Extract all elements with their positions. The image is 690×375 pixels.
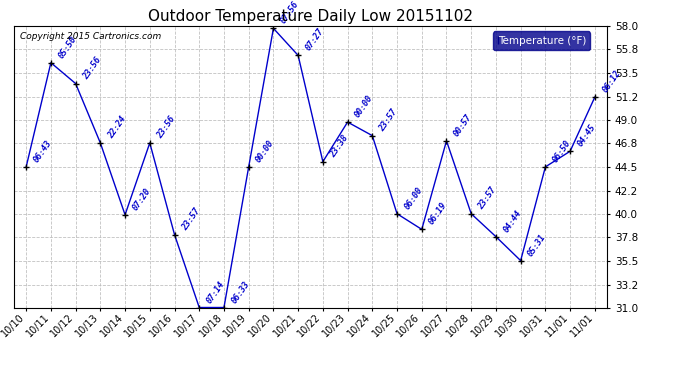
Text: 23:57: 23:57 [477,185,498,211]
Text: 04:44: 04:44 [502,208,523,234]
Text: 23:57: 23:57 [180,206,201,232]
Text: 22:24: 22:24 [106,114,128,140]
Text: 23:56: 23:56 [81,55,103,81]
Text: 00:00: 00:00 [353,94,375,119]
Text: 23:56: 23:56 [155,114,177,140]
Text: 04:45: 04:45 [575,123,598,148]
Text: 06:33: 06:33 [230,279,251,305]
Text: 06:19: 06:19 [427,201,449,226]
Title: Outdoor Temperature Daily Low 20151102: Outdoor Temperature Daily Low 20151102 [148,9,473,24]
Text: 23:57: 23:57 [378,107,400,133]
Text: 07:20: 07:20 [130,186,152,212]
Text: 05:31: 05:31 [526,232,548,258]
Text: 05:50: 05:50 [57,34,78,60]
Text: 23:38: 23:38 [328,133,350,159]
Text: Copyright 2015 Cartronics.com: Copyright 2015 Cartronics.com [20,32,161,41]
Text: 06:43: 06:43 [32,138,53,164]
Text: 00:57: 00:57 [452,112,474,138]
Text: 06:12: 06:12 [600,69,622,94]
Text: 00:00: 00:00 [254,138,276,164]
Text: 07:14: 07:14 [205,279,226,305]
Text: 06:50: 06:50 [551,138,573,164]
Text: 06:00: 06:00 [402,185,424,211]
Text: 07:56: 07:56 [279,0,301,26]
Legend: Temperature (°F): Temperature (°F) [493,32,590,50]
Text: 07:27: 07:27 [304,27,326,52]
